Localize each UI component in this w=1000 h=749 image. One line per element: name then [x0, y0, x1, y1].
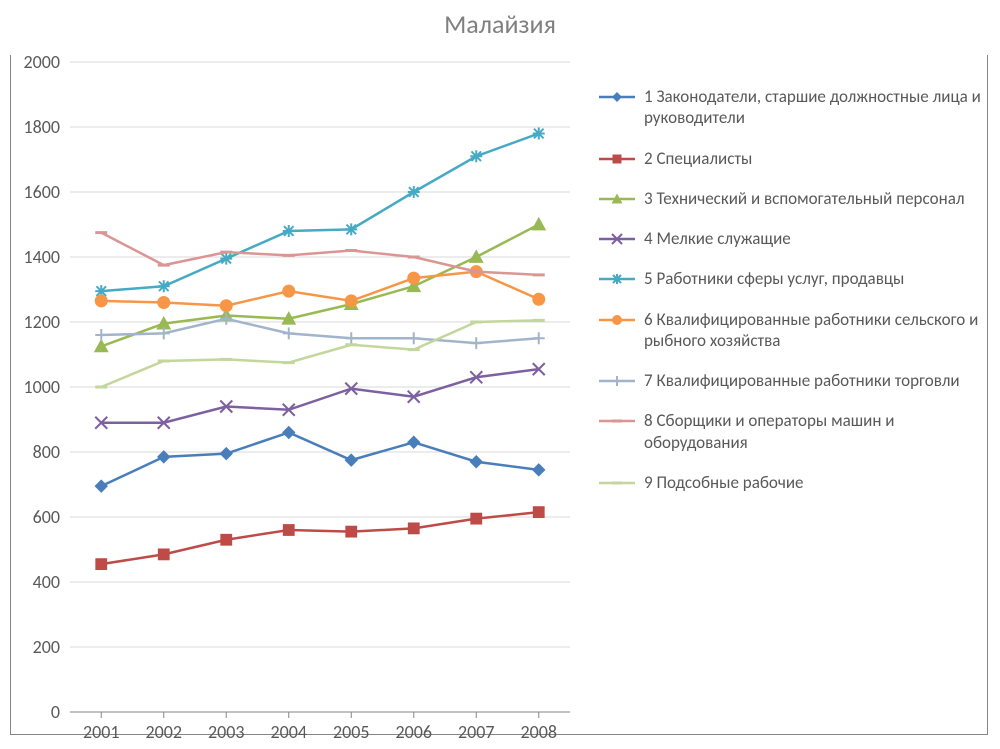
svg-text:2007: 2007 — [458, 721, 495, 743]
series-s1 — [95, 427, 545, 493]
legend-label: 3 Технический и вспомогательный персонал — [644, 188, 990, 209]
svg-text:800: 800 — [33, 441, 60, 463]
svg-text:2004: 2004 — [271, 721, 308, 743]
legend-item: 6 Квалифицированные работники сельского … — [598, 309, 990, 352]
legend-swatch — [598, 88, 636, 106]
svg-text:0: 0 — [51, 701, 60, 723]
series-s2 — [96, 507, 544, 570]
svg-text:2002: 2002 — [146, 721, 183, 743]
legend-swatch — [598, 230, 636, 248]
svg-text:1000: 1000 — [24, 376, 61, 398]
legend-item: 4 Мелкие служащие — [598, 228, 990, 249]
legend-label: 9 Подсобные рабочие — [644, 472, 990, 493]
legend-swatch — [598, 372, 636, 390]
svg-text:600: 600 — [33, 506, 60, 528]
legend-label: 1 Законодатели, старшие должностные лица… — [644, 86, 990, 129]
svg-text:2005: 2005 — [333, 721, 370, 743]
legend-label: 7 Квалифицированные работники торговли — [644, 370, 990, 391]
svg-text:1800: 1800 — [24, 116, 61, 138]
legend-item: 2 Специалисты — [598, 148, 990, 169]
svg-text:2001: 2001 — [83, 721, 120, 743]
legend-item: 3 Технический и вспомогательный персонал — [598, 188, 990, 209]
legend-swatch — [598, 311, 636, 329]
svg-text:2000: 2000 — [24, 51, 61, 73]
series-s4 — [95, 363, 545, 429]
legend-item: 1 Законодатели, старшие должностные лица… — [598, 86, 990, 129]
legend-swatch — [598, 474, 636, 492]
svg-text:1600: 1600 — [24, 181, 61, 203]
svg-text:1400: 1400 — [24, 246, 61, 268]
svg-text:1200: 1200 — [24, 311, 61, 333]
svg-text:400: 400 — [33, 571, 60, 593]
svg-text:200: 200 — [33, 636, 60, 658]
svg-text:2003: 2003 — [208, 721, 245, 743]
legend-item: 9 Подсобные рабочие — [598, 472, 990, 493]
legend-label: 2 Специалисты — [644, 148, 990, 169]
svg-text:2006: 2006 — [396, 721, 433, 743]
legend-label: 8 Сборщики и операторы машин и оборудова… — [644, 410, 990, 453]
legend-item: 5 Работники сферы услуг, продавцы — [598, 268, 990, 289]
legend-swatch — [598, 150, 636, 168]
legend-swatch — [598, 190, 636, 208]
legend-label: 4 Мелкие служащие — [644, 228, 990, 249]
legend-swatch — [598, 270, 636, 288]
legend: 1 Законодатели, старшие должностные лица… — [598, 86, 990, 512]
legend-label: 5 Работники сферы услуг, продавцы — [644, 268, 990, 289]
legend-swatch — [598, 412, 636, 430]
legend-label: 6 Квалифицированные работники сельского … — [644, 309, 990, 352]
legend-item: 7 Квалифицированные работники торговли — [598, 370, 990, 391]
svg-text:2008: 2008 — [521, 721, 558, 743]
chart-container: Малайзия 0200400600800100012001400160018… — [0, 0, 1000, 749]
legend-item: 8 Сборщики и операторы машин и оборудова… — [598, 410, 990, 453]
